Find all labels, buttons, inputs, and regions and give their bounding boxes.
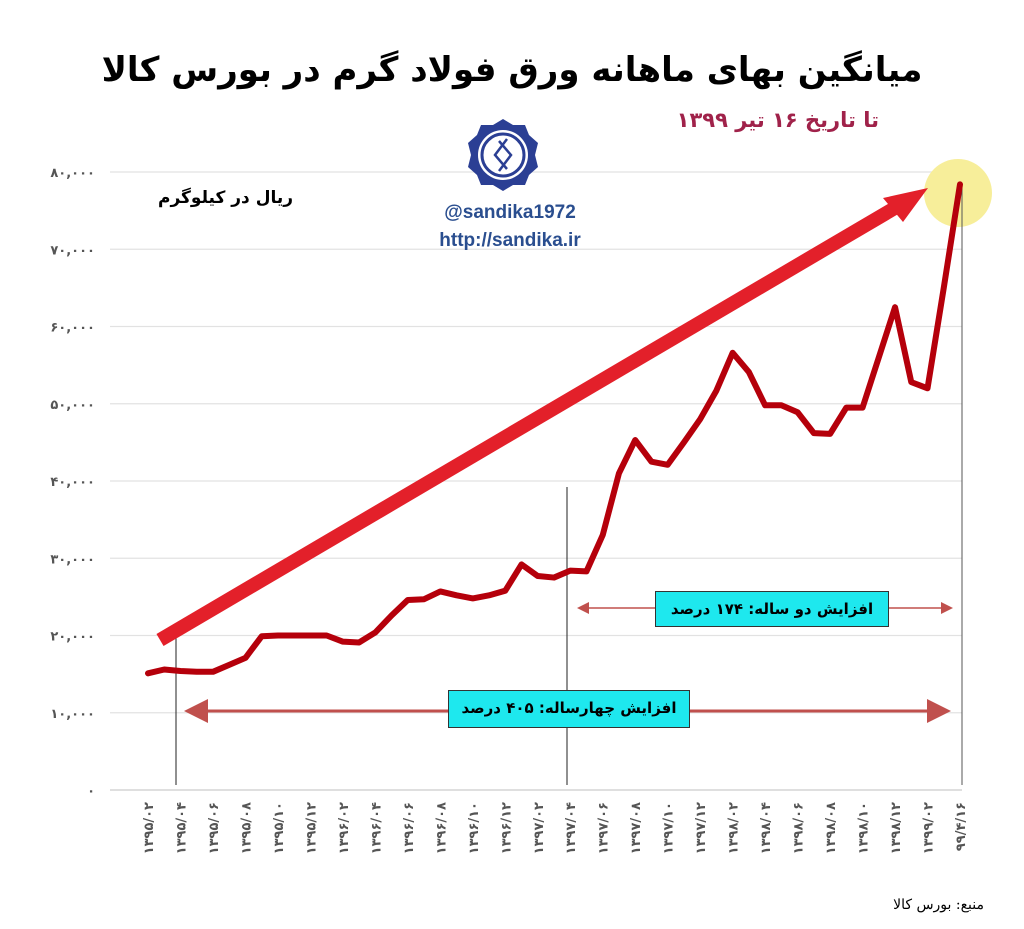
data-point	[291, 633, 297, 638]
data-point	[405, 597, 411, 603]
x-tick-label: ۱۳۹۸/۰۸	[824, 802, 839, 854]
website-url: http://sandika.ir	[439, 230, 581, 251]
data-point	[470, 595, 476, 601]
data-point	[437, 588, 443, 594]
y-tick-label: ۴۰,۰۰۰	[50, 475, 95, 490]
x-tick-label: ۱۳۹۵/۰۲	[142, 802, 157, 854]
data-point	[372, 629, 378, 635]
x-tick-label: ۱۳۹۵/۰۸	[239, 802, 254, 854]
x-tick-label: ۱۳۹۶/۰۶	[402, 802, 417, 854]
x-tick-label: ۱۳۹۸/۱۲	[889, 802, 904, 854]
x-tick-label: ۱۳۹۶/۱۰	[467, 802, 482, 854]
data-point	[551, 575, 557, 581]
x-tick-label: ۱۳۹۶/۰۸	[434, 802, 449, 854]
x-tick-label: ۱۳۹۸/۱۰	[857, 802, 872, 854]
x-tick-label: ۱۳۹۷/۱۲	[694, 802, 709, 854]
y-tick-label: ۷۰,۰۰۰	[50, 243, 95, 258]
data-point	[908, 379, 914, 385]
x-tick-label: ۱۳۹۶/۰۴	[369, 802, 384, 854]
data-point	[957, 181, 963, 187]
data-point	[795, 409, 801, 415]
x-tick-label: ۱۳۹۸/۰۲	[727, 802, 742, 854]
data-point	[177, 668, 183, 674]
chart-subtitle: تا تاریخ ۱۶ تیر ۱۳۹۹	[676, 108, 879, 132]
annotation-four-year: افزایش چهارساله: ۴۰۵ درصد	[448, 690, 690, 728]
data-point	[583, 568, 589, 574]
trend-arrow	[156, 188, 928, 647]
x-tick-label: ۱۳۹۵/۱۲	[304, 802, 319, 854]
source-note: منبع: بورس کالا	[893, 897, 984, 913]
data-point	[778, 402, 784, 408]
y-axis-unit-label: ریال در کیلوگرم	[158, 188, 293, 208]
data-point	[324, 633, 330, 638]
data-point	[892, 304, 898, 310]
x-tick-label: ۱۳۹۹/۰۲	[922, 802, 937, 854]
y-tick-label: ۶۰,۰۰۰	[50, 321, 95, 336]
sandika-logo-icon	[468, 119, 538, 191]
y-tick-label: ۱۰,۰۰۰	[50, 707, 95, 722]
data-point	[502, 588, 508, 594]
data-point	[811, 430, 817, 436]
data-point	[632, 437, 638, 443]
data-point	[161, 666, 167, 672]
data-point	[194, 669, 200, 675]
data-point	[145, 670, 151, 676]
data-point	[486, 592, 492, 598]
x-tick-label: ۱۳۹۶/۱۲	[499, 802, 514, 854]
data-point	[242, 655, 248, 661]
data-point	[681, 439, 687, 445]
y-tick-label: ۳۰,۰۰۰	[50, 552, 95, 567]
x-tick-label: ۱۳۹۷/۱۰	[662, 802, 677, 854]
data-point	[697, 416, 703, 422]
x-tick-label: ۱۳۹۷/۰۶	[597, 802, 612, 854]
y-tick-label: ۲۰,۰۰۰	[50, 630, 95, 645]
data-point	[843, 405, 849, 411]
x-tick-label: ۱۳۹۵/۰۶	[207, 802, 222, 854]
y-tick-label: ۰	[87, 784, 95, 799]
data-point	[730, 350, 736, 356]
x-tick-label: ۱۳۹۶/۰۲	[337, 802, 352, 854]
data-point	[340, 639, 346, 645]
data-point	[827, 431, 833, 437]
data-point	[567, 568, 573, 574]
data-point	[665, 462, 671, 468]
data-point	[421, 596, 427, 602]
data-point	[535, 573, 541, 579]
data-point	[941, 285, 947, 291]
data-point	[307, 633, 313, 638]
x-tick-label: ۱۳۹۷/۰۴	[564, 802, 579, 854]
data-point	[454, 592, 460, 598]
data-point	[762, 402, 768, 408]
data-point	[356, 639, 362, 645]
data-point	[860, 405, 866, 411]
data-point	[713, 388, 719, 394]
data-point	[648, 459, 654, 465]
x-tick-label: ۱۳۹۷/۰۸	[629, 802, 644, 854]
data-point	[226, 662, 232, 668]
data-point	[519, 561, 525, 567]
x-tick-label: ۱۳۹۵/۱۰	[272, 802, 287, 854]
data-point	[616, 470, 622, 476]
annotation-two-year: افزایش دو ساله: ۱۷۴ درصد	[655, 591, 889, 627]
data-point	[600, 532, 606, 538]
x-tick-label: ۱۳۹۷/۰۲	[532, 802, 547, 854]
data-point	[210, 669, 216, 675]
data-point	[925, 385, 931, 391]
data-point	[275, 633, 281, 638]
x-tick-label: ۹۹/۴/۱۶	[954, 802, 969, 851]
x-tick-label: ۱۳۹۸/۰۴	[759, 802, 774, 854]
x-tick-label: ۱۳۹۸/۰۶	[792, 802, 807, 854]
x-tick-label: ۱۳۹۵/۰۴	[174, 802, 189, 854]
data-point	[876, 354, 882, 360]
y-tick-label: ۵۰,۰۰۰	[50, 398, 95, 413]
y-tick-label: ۸۰,۰۰۰	[50, 166, 95, 181]
data-point	[746, 369, 752, 375]
chart-title: میانگین بهای ماهانه ورق فولاد گرم در بور…	[101, 50, 923, 90]
data-point	[389, 612, 395, 618]
social-handle: @sandika1972	[444, 202, 576, 223]
data-point	[259, 633, 265, 639]
